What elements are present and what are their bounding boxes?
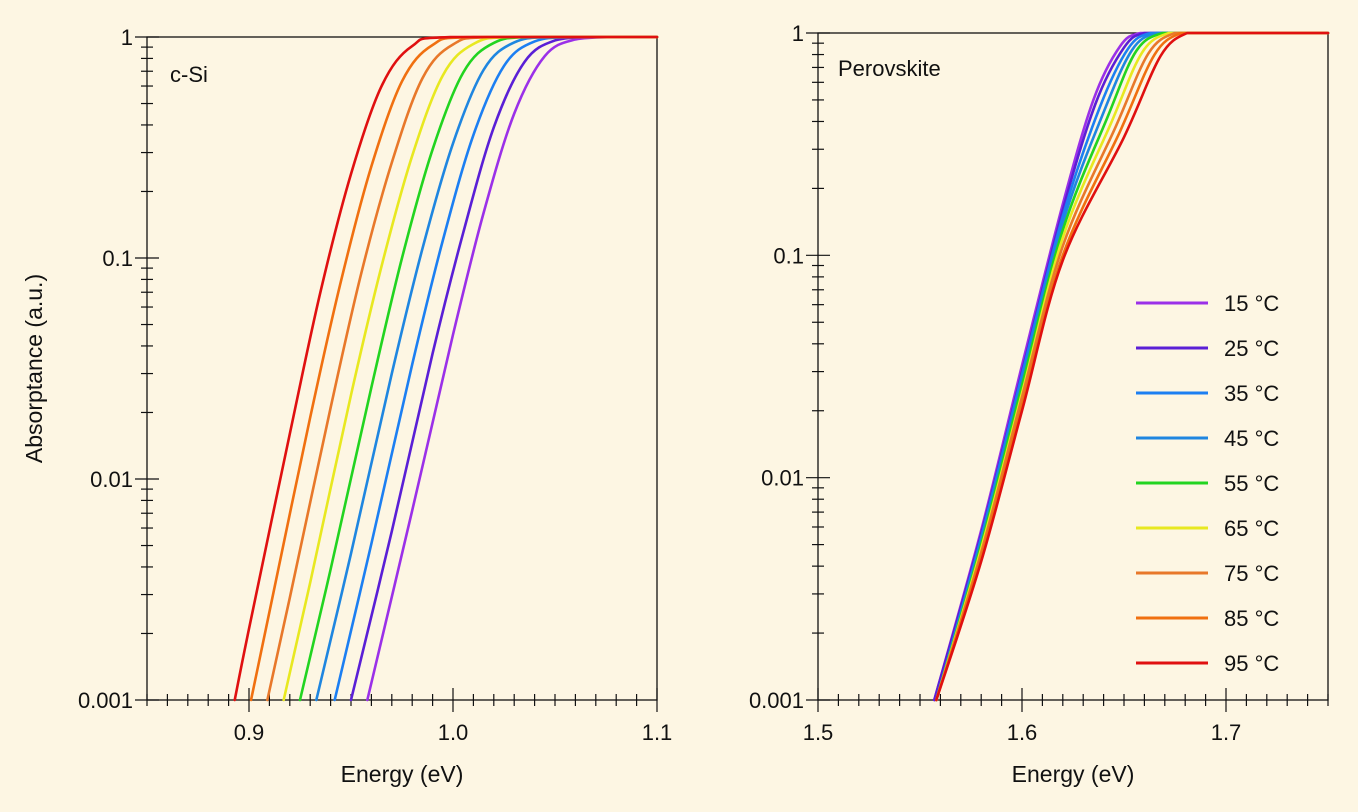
x-tick-label: 1.7 bbox=[1211, 720, 1242, 745]
legend-label: 45 °C bbox=[1224, 426, 1279, 451]
legend-label: 85 °C bbox=[1224, 606, 1279, 631]
y-tick-label: 0.1 bbox=[102, 246, 133, 271]
series-line-45c bbox=[315, 35, 659, 702]
plot-frame bbox=[146, 36, 658, 701]
x-tick-label: 1.0 bbox=[438, 720, 469, 745]
series-line-55c bbox=[935, 31, 1330, 702]
x-axis-label: Energy (eV) bbox=[341, 761, 464, 787]
y-tick-label: 0.01 bbox=[90, 467, 133, 492]
y-tick-label: 0.001 bbox=[749, 688, 804, 713]
legend-label: 35 °C bbox=[1224, 381, 1279, 406]
y-tick-label: 1 bbox=[121, 25, 133, 50]
series-line-75c bbox=[935, 31, 1330, 702]
x-tick-label: 1.5 bbox=[803, 720, 834, 745]
legend: 15 °C 25 °C 35 °C 45 °C 55 °C 65 °C 75 °C 85 °C… bbox=[1136, 291, 1279, 676]
y-tick-label: 1 bbox=[792, 21, 804, 46]
series-line-15c bbox=[932, 31, 1330, 702]
y-tick-label: 0.01 bbox=[761, 466, 804, 491]
x-tick-label: 0.9 bbox=[234, 720, 265, 745]
panel-label: c-Si bbox=[170, 62, 208, 87]
series-line-85c bbox=[935, 31, 1330, 702]
legend-label: 65 °C bbox=[1224, 516, 1279, 541]
series-line-35c bbox=[935, 31, 1330, 702]
legend-label: 25 °C bbox=[1224, 336, 1279, 361]
series-line-85c bbox=[249, 35, 659, 702]
series-line-65c bbox=[935, 31, 1330, 702]
series-line-25c bbox=[349, 35, 659, 702]
series-line-95c bbox=[935, 31, 1330, 702]
series-line-35c bbox=[333, 35, 659, 702]
y-axis-label: Absorptance (a.u.) bbox=[21, 274, 47, 463]
y-tick-label: 0.1 bbox=[773, 243, 804, 268]
x-axis-label: Energy (eV) bbox=[1012, 761, 1135, 787]
series-line-45c bbox=[935, 31, 1330, 702]
plot-frame bbox=[817, 32, 1329, 701]
legend-label: 95 °C bbox=[1224, 651, 1279, 676]
chart-panel-2: 0.001 0.01 0.1 1 1.5 1.6 1.7 Energy (eV) Perovsk… bbox=[749, 21, 1330, 787]
legend-label: 15 °C bbox=[1224, 291, 1279, 316]
x-tick-label: 1.6 bbox=[1007, 720, 1038, 745]
series-line-25c bbox=[932, 31, 1330, 702]
x-tick-label: 1.1 bbox=[642, 720, 673, 745]
series-line-95c bbox=[233, 35, 659, 702]
legend-label: 75 °C bbox=[1224, 561, 1279, 586]
panel-label: Perovskite bbox=[838, 56, 941, 81]
chart-panel-1: 0.001 0.01 0.1 1 0.9 1.0 1.1 Energy (eV) Absorpt… bbox=[21, 25, 672, 787]
series-line-55c bbox=[298, 35, 659, 702]
legend-label: 55 °C bbox=[1224, 471, 1279, 496]
y-tick-label: 0.001 bbox=[78, 688, 133, 713]
series-line-75c bbox=[266, 35, 659, 702]
